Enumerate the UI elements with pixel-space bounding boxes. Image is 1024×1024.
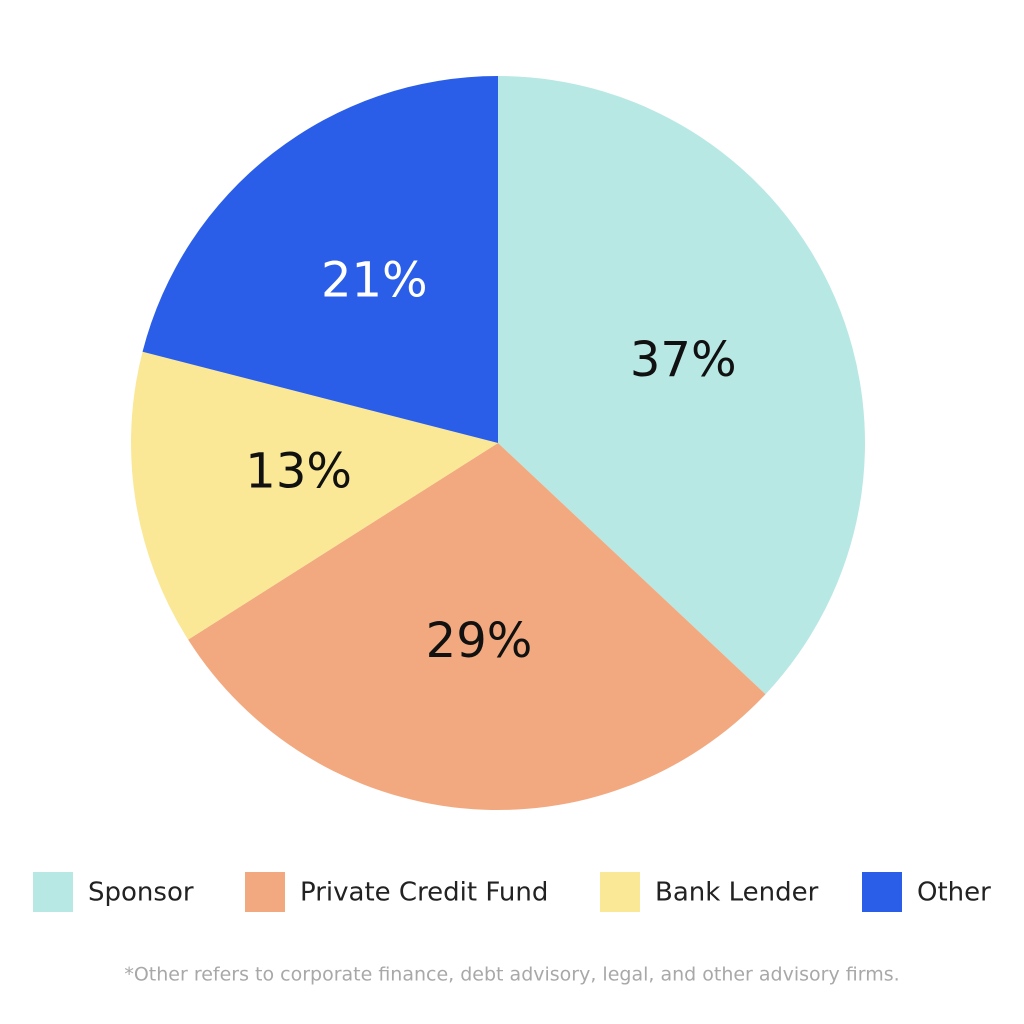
pie-slice xyxy=(498,76,865,695)
pie-slice xyxy=(142,75,499,444)
legend-swatch xyxy=(33,872,73,912)
legend-swatch xyxy=(862,872,902,912)
legend-label: Sponsor xyxy=(88,878,194,908)
legend-label: Other xyxy=(917,878,991,908)
footnote: *Other refers to corporate finance, debt… xyxy=(124,964,899,986)
legend-label: Private Credit Fund xyxy=(300,878,548,908)
pie-slice xyxy=(188,443,766,810)
value-label: 29% xyxy=(426,613,533,669)
value-label: 37% xyxy=(630,332,737,388)
pie-slice xyxy=(131,351,499,640)
legend-label: Bank Lender xyxy=(655,878,819,908)
value-label: 13% xyxy=(245,444,352,500)
legend-swatch xyxy=(600,872,640,912)
legend-swatch xyxy=(245,872,285,912)
value-label: 21% xyxy=(321,253,428,309)
